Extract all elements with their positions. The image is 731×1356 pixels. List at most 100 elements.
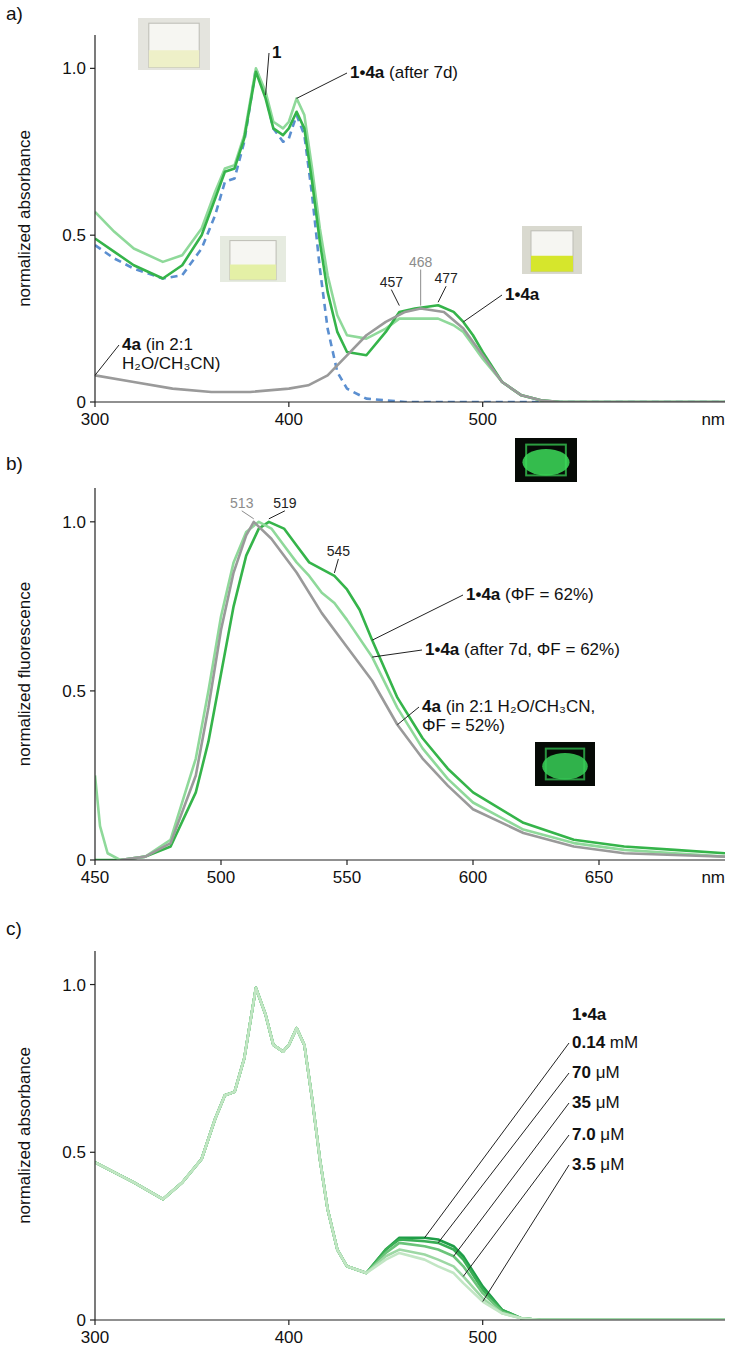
label-leader bbox=[297, 73, 347, 98]
photo-vial bbox=[526, 445, 566, 476]
y-tick bbox=[90, 859, 95, 860]
label-bold: 1•4a bbox=[350, 63, 385, 82]
series-group bbox=[95, 522, 725, 860]
x-tick bbox=[220, 860, 221, 865]
spectrum-line bbox=[95, 988, 725, 1320]
spectrum-line bbox=[95, 72, 725, 402]
photo-inset bbox=[535, 742, 595, 786]
photo-inset bbox=[522, 226, 582, 274]
label-bold: 3.5 bbox=[572, 1155, 596, 1174]
series-label: 4a (in 2:1 H₂O/CH₃CN,ΦF = 52%) bbox=[422, 697, 595, 735]
panel: 00.51.0300400500normalized absorbancec)0… bbox=[6, 918, 725, 1347]
series-group bbox=[95, 988, 725, 1320]
label-leader bbox=[372, 650, 422, 657]
series-label: 0.14 mM bbox=[572, 1033, 638, 1052]
label-bold: 1 bbox=[272, 43, 281, 62]
spectrum-line bbox=[95, 988, 725, 1320]
label-bold: 35 bbox=[572, 1093, 591, 1112]
photo-liquid bbox=[149, 50, 199, 67]
panel-letter: a) bbox=[6, 3, 23, 24]
annotation-leader bbox=[269, 511, 285, 519]
label-line: ΦF = 52%) bbox=[422, 716, 505, 735]
peak-annotation: 545 bbox=[327, 543, 351, 559]
y-tick-label: 0.5 bbox=[62, 226, 86, 245]
x-tick bbox=[482, 1320, 483, 1325]
photo-vial bbox=[531, 231, 573, 272]
label-leader bbox=[95, 345, 119, 375]
x-tick-label: 300 bbox=[81, 1328, 109, 1347]
x-tick-label: 400 bbox=[275, 410, 303, 429]
panel-letter: b) bbox=[6, 453, 23, 474]
label-bold: 4a bbox=[422, 697, 441, 716]
x-tick bbox=[94, 860, 95, 865]
annotation-leader bbox=[420, 270, 421, 306]
peak-annotation: 457 bbox=[380, 274, 404, 290]
spectrum-line bbox=[95, 68, 725, 402]
x-tick bbox=[94, 402, 95, 407]
series-label: 3.5 μM bbox=[572, 1155, 624, 1174]
figure: 00.51.0300400500nmnormalized absorbancea… bbox=[0, 0, 731, 1356]
photo-inset bbox=[515, 438, 577, 482]
photo-glow bbox=[542, 753, 588, 779]
label-leader bbox=[483, 1165, 569, 1302]
y-tick-label: 0.5 bbox=[62, 682, 86, 701]
label-leader bbox=[463, 1135, 569, 1276]
photo-glow bbox=[522, 449, 569, 475]
annotation-leader bbox=[334, 559, 338, 573]
x-axis bbox=[95, 859, 725, 860]
annotation-leader bbox=[242, 511, 254, 519]
y-tick bbox=[90, 401, 95, 402]
label-leader bbox=[425, 1043, 569, 1238]
x-tick-label: 500 bbox=[207, 868, 235, 887]
legend-title: 1•4a bbox=[572, 1005, 607, 1024]
label-bold: 1•4a bbox=[425, 640, 460, 659]
panel: 00.51.0450500550600650nmnormalized fluor… bbox=[6, 438, 725, 887]
label-leader bbox=[454, 1103, 569, 1256]
label-rest: μM bbox=[596, 1125, 625, 1144]
y-tick bbox=[90, 235, 95, 236]
series-group bbox=[95, 68, 725, 402]
spectrum-line bbox=[95, 522, 725, 860]
label-bold: 4a bbox=[122, 335, 141, 354]
label-rest: μM bbox=[596, 1155, 625, 1174]
spectrum-line bbox=[120, 522, 725, 860]
x-tick-label: 500 bbox=[469, 1328, 497, 1347]
y-tick-label: 1.0 bbox=[62, 59, 86, 78]
x-tick-label: 400 bbox=[275, 1328, 303, 1347]
series-label: 1•4a bbox=[505, 285, 540, 304]
annotation-leader bbox=[438, 286, 446, 302]
x-tick bbox=[346, 860, 347, 865]
label-bold: 1•4a bbox=[466, 585, 501, 604]
y-axis-title: normalized absorbance bbox=[15, 1047, 34, 1224]
x-tick-label: 450 bbox=[81, 868, 109, 887]
series-label: 1•4a (after 7d) bbox=[350, 63, 458, 82]
x-tick bbox=[288, 1320, 289, 1325]
y-tick-label: 1.0 bbox=[62, 513, 86, 532]
label-bold: 70 bbox=[572, 1063, 591, 1082]
x-tick bbox=[472, 860, 473, 865]
series-label: 1•4a (ΦF = 62%) bbox=[466, 585, 594, 604]
photo-inset bbox=[138, 18, 210, 70]
label-rest: mM bbox=[605, 1033, 638, 1052]
peak-annotation: 513 bbox=[230, 495, 254, 511]
x-tick-label: 550 bbox=[333, 868, 361, 887]
photo-vial bbox=[230, 241, 276, 280]
x-tick-label: 600 bbox=[459, 868, 487, 887]
photo-liquid bbox=[230, 265, 276, 280]
y-axis bbox=[94, 488, 95, 860]
spectrum-line bbox=[95, 309, 725, 402]
y-tick-label: 1.0 bbox=[62, 976, 86, 995]
y-tick bbox=[90, 1319, 95, 1320]
label-rest: (ΦF = 62%) bbox=[500, 585, 593, 604]
label-rest: (after 7d) bbox=[384, 63, 458, 82]
photo-vial bbox=[149, 23, 199, 67]
y-tick bbox=[90, 68, 95, 69]
photo-inset bbox=[220, 236, 286, 282]
y-tick-label: 0.5 bbox=[62, 1143, 86, 1162]
x-axis bbox=[95, 1319, 725, 1320]
y-tick bbox=[90, 690, 95, 691]
series-label: 1•4a (after 7d, ΦF = 62%) bbox=[425, 640, 620, 659]
x-tick bbox=[482, 402, 483, 407]
label-rest: μM bbox=[591, 1063, 620, 1082]
spectrum-line bbox=[95, 68, 725, 402]
